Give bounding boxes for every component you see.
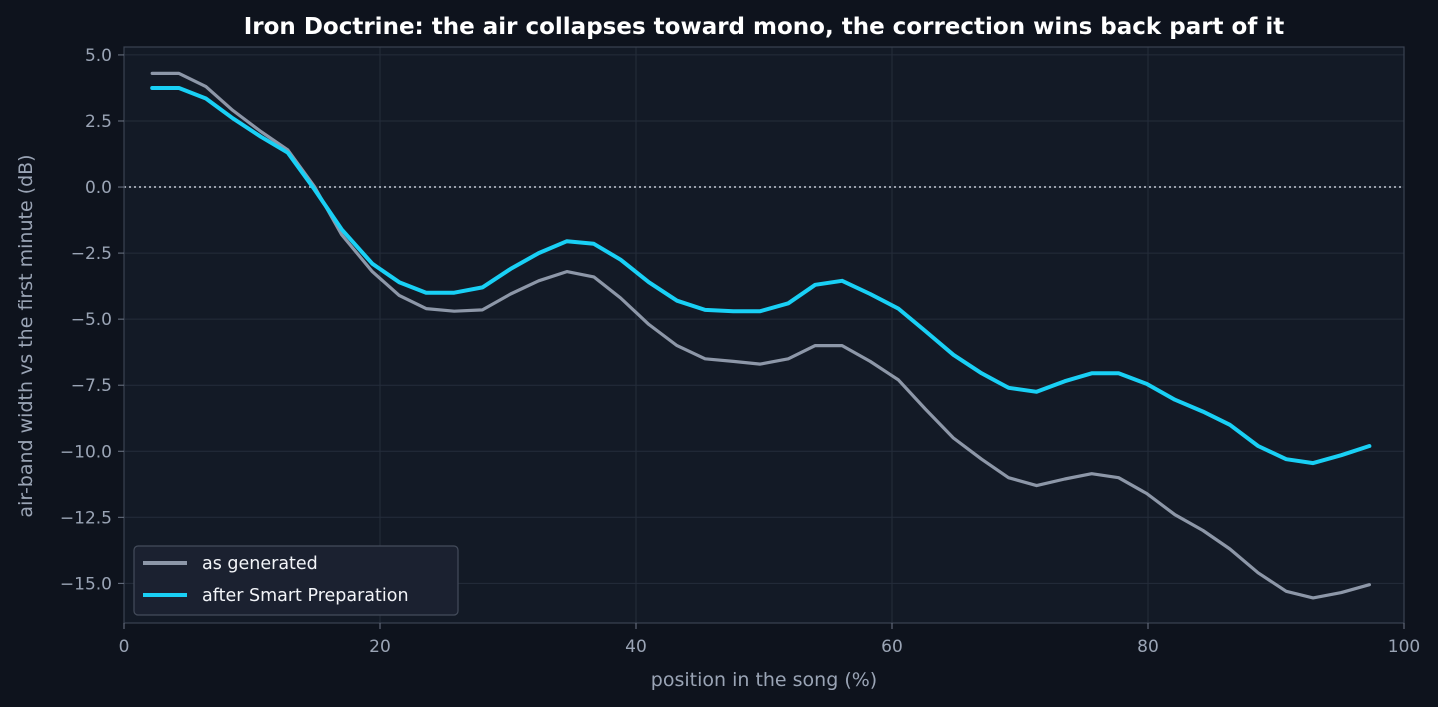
x-tick-label: 0 bbox=[119, 637, 130, 657]
x-axis-ticks: 0 20 40 60 80 100 bbox=[119, 623, 1420, 657]
y-tick-label: −5.0 bbox=[71, 310, 112, 330]
legend-label-after-smart-preparation: after Smart Preparation bbox=[202, 586, 409, 606]
chart-title: Iron Doctrine: the air collapses toward … bbox=[244, 14, 1285, 40]
plot-frame bbox=[123, 46, 1405, 624]
plot-area bbox=[124, 47, 1404, 623]
series-line-after-smart-preparation bbox=[150, 86, 1372, 466]
series-line-as-generated bbox=[150, 71, 1372, 600]
y-tick-label: −2.5 bbox=[71, 244, 112, 264]
y-axis-ticks: 5.0 2.5 0.0 −2.5 −5.0 −7.5 −10.0 −12.5 −15.0 bbox=[60, 46, 124, 594]
x-tick-label: 80 bbox=[1137, 637, 1159, 657]
y-tick-label: 2.5 bbox=[85, 112, 112, 132]
y-tick-label: 5.0 bbox=[85, 46, 112, 66]
series-layer bbox=[150, 71, 1372, 600]
x-tick-label: 100 bbox=[1388, 637, 1420, 657]
y-tick-label: 0.0 bbox=[85, 178, 112, 198]
legend: as generated after Smart Preparation bbox=[133, 545, 459, 616]
legend-label-as-generated: as generated bbox=[202, 554, 318, 574]
x-tick-label: 20 bbox=[369, 637, 391, 657]
legend-box bbox=[133, 545, 459, 616]
x-tick-label: 60 bbox=[881, 637, 903, 657]
y-tick-label: −7.5 bbox=[71, 376, 112, 396]
x-axis-label: position in the song (%) bbox=[651, 669, 877, 691]
y-tick-label: −15.0 bbox=[60, 574, 112, 594]
y-tick-label: −10.0 bbox=[60, 442, 112, 462]
grid-lines bbox=[123, 47, 1405, 623]
y-axis-label: air-band width vs the first minute (dB) bbox=[15, 154, 37, 517]
y-tick-label: −12.5 bbox=[60, 508, 112, 528]
x-tick-label: 40 bbox=[625, 637, 647, 657]
